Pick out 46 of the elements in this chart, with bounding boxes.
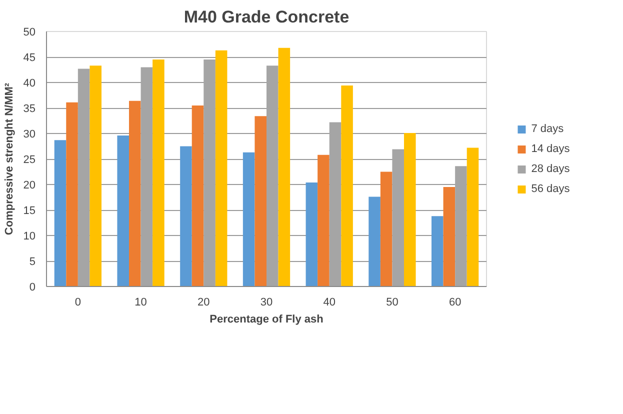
bar — [215, 50, 228, 286]
legend-label: 56 days — [531, 182, 570, 194]
bar — [278, 48, 290, 286]
y-tick-label: 40 — [23, 78, 36, 90]
bar — [242, 152, 255, 286]
y-tick-label: 15 — [23, 205, 36, 217]
bar — [90, 66, 102, 286]
chart-title: M40 Grade Concrete — [184, 8, 350, 26]
bar — [66, 102, 78, 286]
bar — [129, 100, 141, 286]
bar — [380, 172, 392, 286]
bar — [254, 116, 266, 286]
x-axis-title: Percentage of Fly ash — [210, 314, 324, 326]
bar — [432, 216, 444, 286]
bar — [180, 146, 192, 286]
bar — [192, 105, 204, 286]
y-tick-label: 20 — [23, 180, 36, 192]
bar — [318, 154, 330, 286]
x-tick-label: 50 — [386, 296, 398, 308]
y-tick-label: 0 — [29, 282, 36, 294]
legend-label: 14 days — [531, 142, 570, 154]
bar — [466, 148, 479, 286]
legend-label: 7 days — [531, 122, 564, 134]
x-tick-label: 60 — [448, 296, 462, 308]
bar — [54, 140, 66, 286]
y-axis-title: Compressive strenght N/MM² — [3, 82, 16, 236]
y-tick-label: 10 — [23, 230, 36, 242]
bar — [152, 60, 164, 286]
bar — [117, 136, 129, 286]
bar — [341, 86, 353, 286]
x-tick-label: 30 — [260, 296, 273, 308]
y-tick-label: 45 — [23, 52, 36, 64]
y-tick-label: 25 — [23, 154, 36, 166]
x-tick-label: 40 — [323, 296, 336, 308]
y-tick-label: 50 — [23, 26, 36, 38]
bar — [306, 182, 318, 286]
legend-label: 28 days — [531, 162, 570, 174]
y-tick-label: 35 — [23, 103, 36, 115]
x-tick-label: 20 — [198, 296, 210, 308]
y-tick-label: 5 — [29, 256, 36, 268]
bar — [368, 196, 380, 286]
bar — [443, 187, 456, 286]
y-tick-label: 30 — [23, 128, 36, 140]
x-tick-label: 10 — [134, 296, 147, 308]
x-tick-label: 0 — [74, 296, 81, 308]
bar — [404, 132, 416, 286]
